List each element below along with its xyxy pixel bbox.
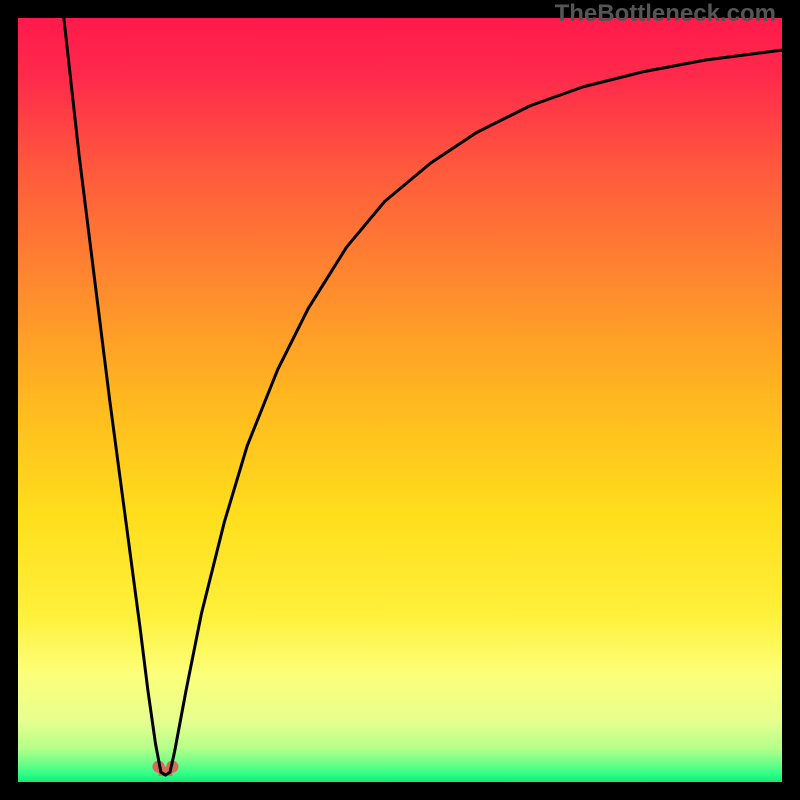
plot-svg [18, 18, 782, 782]
plot-area [18, 18, 782, 782]
figure-container: TheBottleneck.com [0, 0, 800, 800]
bottleneck-curve [64, 18, 782, 775]
watermark-text: TheBottleneck.com [555, 0, 776, 28]
